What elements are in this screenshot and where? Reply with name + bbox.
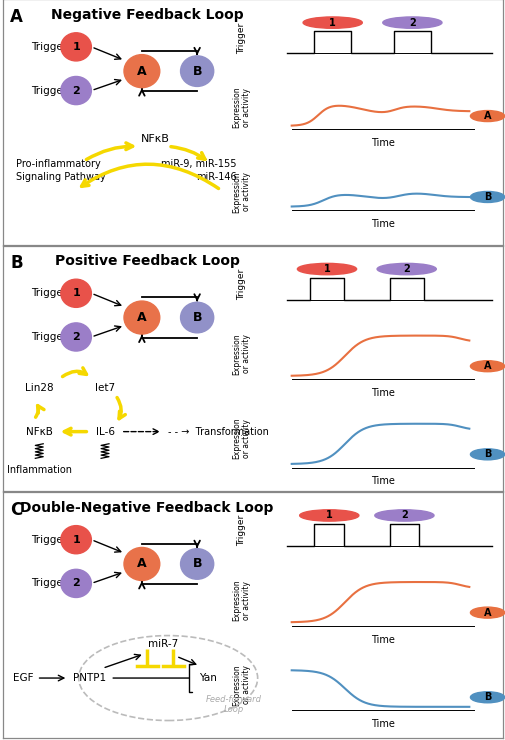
Text: A: A <box>137 557 146 571</box>
Text: NFκB: NFκB <box>26 427 53 437</box>
Circle shape <box>124 301 160 334</box>
Text: 1: 1 <box>72 289 80 298</box>
Text: - - →  Transformation: - - → Transformation <box>168 427 269 437</box>
Text: A: A <box>483 111 490 121</box>
Text: Positive Feedback Loop: Positive Feedback Loop <box>55 255 239 269</box>
Circle shape <box>470 692 503 703</box>
Text: Double-Negative Feedback Loop: Double-Negative Feedback Loop <box>20 501 273 515</box>
Text: Time: Time <box>370 719 394 730</box>
Text: 1: 1 <box>323 264 330 274</box>
Text: Expression
or activity: Expression or activity <box>231 87 251 128</box>
Text: IL-6: IL-6 <box>95 427 114 437</box>
Text: Lin28: Lin28 <box>25 383 54 393</box>
Circle shape <box>470 360 503 371</box>
Text: NFκB: NFκB <box>140 134 169 144</box>
Text: Feed-forward
Loop: Feed-forward Loop <box>206 695 262 714</box>
Text: A: A <box>10 8 23 26</box>
Text: miR-9, miR-155
miR-146: miR-9, miR-155 miR-146 <box>161 159 236 182</box>
Text: Time: Time <box>370 635 394 645</box>
Text: Expression
or activity: Expression or activity <box>231 579 251 621</box>
Text: B: B <box>192 64 201 78</box>
Text: 1: 1 <box>72 535 80 545</box>
Text: 1: 1 <box>329 18 335 27</box>
Circle shape <box>470 110 503 121</box>
Text: Expression
or activity: Expression or activity <box>231 333 251 374</box>
Text: A: A <box>137 311 146 324</box>
Text: A: A <box>483 361 490 371</box>
Text: B: B <box>483 449 490 460</box>
Text: B: B <box>10 255 23 272</box>
Text: B: B <box>483 693 490 702</box>
Text: Time: Time <box>370 138 394 148</box>
Text: Time: Time <box>370 477 394 486</box>
Text: Time: Time <box>370 388 394 398</box>
Circle shape <box>470 192 503 203</box>
Text: 2: 2 <box>72 332 80 342</box>
Text: Expression
or activity: Expression or activity <box>231 171 251 213</box>
Text: Expression
or activity: Expression or activity <box>231 417 251 460</box>
Text: Time: Time <box>370 219 394 229</box>
Text: 2: 2 <box>72 86 80 95</box>
Circle shape <box>61 76 91 104</box>
Text: EGF: EGF <box>13 673 34 683</box>
Circle shape <box>124 55 160 87</box>
Text: Trigger: Trigger <box>237 515 245 546</box>
Text: B: B <box>483 192 490 202</box>
Circle shape <box>470 607 503 618</box>
Text: Trigger: Trigger <box>237 22 245 53</box>
Text: Trigger: Trigger <box>31 579 67 588</box>
Text: 2: 2 <box>400 511 407 520</box>
Circle shape <box>297 263 356 275</box>
Circle shape <box>470 449 503 460</box>
Text: PNTP1: PNTP1 <box>73 673 106 683</box>
Text: B: B <box>192 557 201 571</box>
Text: C: C <box>10 501 23 519</box>
Text: miR-7: miR-7 <box>147 639 178 649</box>
Circle shape <box>61 569 91 597</box>
Circle shape <box>61 279 91 307</box>
Circle shape <box>124 548 160 580</box>
Text: B: B <box>192 311 201 324</box>
Circle shape <box>61 33 91 61</box>
Circle shape <box>180 548 213 579</box>
Text: A: A <box>137 64 146 78</box>
Text: 1: 1 <box>72 42 80 52</box>
Text: Expression
or activity: Expression or activity <box>231 664 251 706</box>
Text: Pro-inflammatory
Signaling Pathway: Pro-inflammatory Signaling Pathway <box>16 159 105 182</box>
Text: 1: 1 <box>325 511 332 520</box>
Text: Trigger: Trigger <box>31 535 67 545</box>
Text: Negative Feedback Loop: Negative Feedback Loop <box>50 8 243 22</box>
Text: Yan: Yan <box>198 673 216 683</box>
Circle shape <box>61 323 91 351</box>
Circle shape <box>302 17 362 28</box>
Circle shape <box>180 302 213 333</box>
Text: Trigger: Trigger <box>31 332 67 342</box>
Text: Trigger: Trigger <box>31 86 67 95</box>
Text: let7: let7 <box>95 383 115 393</box>
Text: 2: 2 <box>408 18 415 27</box>
Text: Trigger: Trigger <box>31 289 67 298</box>
Text: Trigger: Trigger <box>237 269 245 300</box>
Circle shape <box>374 510 433 521</box>
Text: 2: 2 <box>402 264 409 274</box>
Text: Trigger: Trigger <box>31 42 67 52</box>
Circle shape <box>376 263 435 275</box>
Text: Inflammation: Inflammation <box>7 465 72 476</box>
Circle shape <box>299 510 358 521</box>
Circle shape <box>180 56 213 87</box>
Text: 2: 2 <box>72 579 80 588</box>
Circle shape <box>61 525 91 554</box>
Circle shape <box>382 17 441 28</box>
Text: A: A <box>483 608 490 618</box>
